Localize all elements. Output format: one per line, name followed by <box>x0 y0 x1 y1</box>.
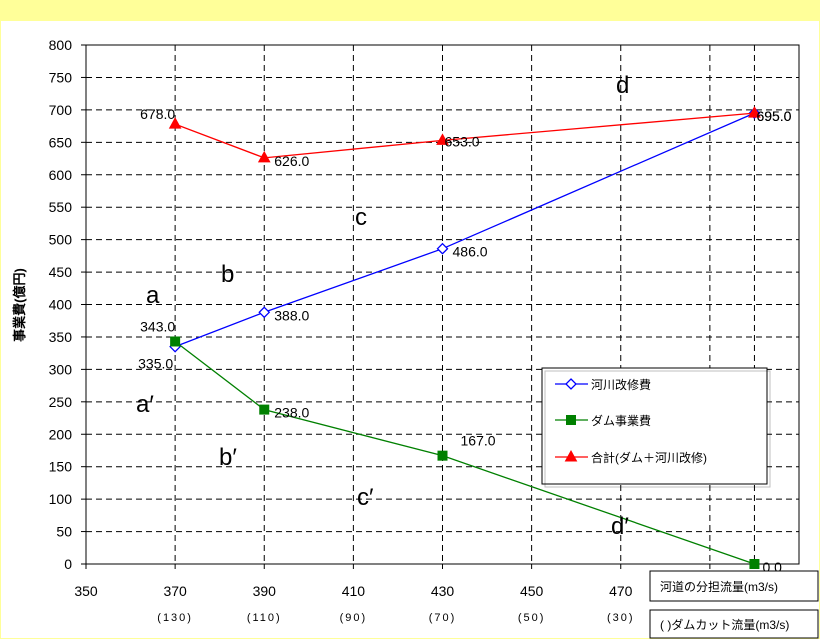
y-tick-label: 100 <box>49 491 73 507</box>
y-tick-label: 400 <box>49 297 73 313</box>
top-band <box>0 0 820 20</box>
y-tick-label: 500 <box>49 232 73 248</box>
point-letter: a <box>146 282 160 309</box>
data-label: 678.0 <box>140 106 175 122</box>
data-label: 238.0 <box>274 405 309 421</box>
data-label: 626.0 <box>274 153 309 169</box>
y-tick-label: 150 <box>49 459 73 475</box>
point-letter-prime: a′ <box>136 391 154 418</box>
series-line <box>174 112 755 159</box>
data-label: 388.0 <box>274 307 309 323</box>
series-marker-square <box>259 404 270 415</box>
point-letter: d <box>616 72 629 99</box>
dam-cut-tick-label: (130) <box>157 612 193 624</box>
series-line <box>174 112 755 348</box>
x-axis-label-box: 河道の分担流量(m3/s) <box>649 570 819 602</box>
data-label: 343.0 <box>140 318 175 334</box>
data-label: 335.0 <box>138 356 173 372</box>
dam-cut-label-box: ( )ダムカット流量(m3/s) <box>649 609 819 639</box>
x-tick-label: 430 <box>431 583 455 599</box>
data-label: 695.0 <box>756 108 791 124</box>
series-layer: 335.0388.0486.0695.0343.0238.0167.00.067… <box>138 106 792 575</box>
y-tick-label: 600 <box>49 167 73 183</box>
series-marker-triangle <box>168 117 182 129</box>
point-letter-prime: c′ <box>357 484 374 511</box>
series-marker-square <box>566 415 576 425</box>
y-tick-label: 700 <box>49 102 73 118</box>
series-marker-triangle <box>748 106 761 118</box>
x-axis-label: 河道の分担流量(m3/s) <box>660 580 778 594</box>
series-marker-triangle <box>257 150 271 163</box>
x-tick-label: 410 <box>342 583 366 599</box>
x-tick-label: 470 <box>609 583 633 599</box>
y-tick-label: 750 <box>49 69 73 85</box>
y-tick-label: 50 <box>56 524 72 540</box>
dam-cut-tick-label: (70) <box>429 612 457 624</box>
legend-box <box>541 367 768 485</box>
series-marker-diamond <box>258 306 271 319</box>
series-marker-diamond <box>565 378 577 390</box>
y-tick-label: 350 <box>49 329 73 345</box>
dam-cut-tick-label: (50) <box>518 612 546 624</box>
dam-cut-tick-label: (90) <box>340 612 368 624</box>
series-group: 335.0 388.0 486.0 695.0 <box>138 107 792 372</box>
point-letters-layer: a b c d a′ b′ c′ d′ <box>136 72 629 540</box>
dam-cut-tick-label: (30) <box>607 612 635 624</box>
x-tick-label: 450 <box>520 583 544 599</box>
chart-area-background <box>0 20 820 639</box>
dam-cut-label-frame <box>649 609 819 639</box>
y-tick-label: 550 <box>49 199 73 215</box>
y-tick-label: 300 <box>49 361 73 377</box>
point-letter: c <box>355 204 367 231</box>
series-line <box>174 340 755 565</box>
data-label: 695.0 <box>756 108 791 124</box>
series-marker-square <box>749 559 760 569</box>
x-tick-label: 370 <box>163 583 187 599</box>
series-marker-diamond <box>436 242 449 255</box>
y-tick-label: 250 <box>49 394 73 410</box>
x-axis-label-frame <box>649 570 819 602</box>
legend-label: ダム事業費 <box>591 413 651 428</box>
y-axis-label: 事業費(億円) <box>12 268 27 342</box>
series-marker-triangle <box>564 449 578 462</box>
series-group: 678.0 626.0 653.0 695.0 <box>140 106 792 169</box>
y-tick-label: 800 <box>49 37 73 53</box>
data-label: 653.0 <box>445 133 480 149</box>
dam-cut-tick-label: (110) <box>247 612 282 624</box>
y-axis-ticks: 0 50 100 150 200 250 300 350 400 450 500 550 600 650 7… <box>49 37 86 572</box>
point-letter: b <box>221 261 234 288</box>
point-letter-prime: d′ <box>611 513 629 540</box>
y-tick-label: 200 <box>49 426 73 442</box>
x-tick-label: 350 <box>74 583 98 599</box>
x-tick-label: 390 <box>253 583 277 599</box>
data-label: 167.0 <box>461 433 496 449</box>
series-marker-square <box>170 336 181 347</box>
y-tick-label: 650 <box>49 134 73 150</box>
legend-label: 河川改修費 <box>591 377 651 392</box>
y-tick-label: 0 <box>64 556 72 572</box>
series-marker-square <box>437 450 448 461</box>
dam-cut-label: ( )ダムカット流量(m3/s) <box>660 617 789 632</box>
point-letter-prime: b′ <box>219 444 237 471</box>
series-marker-triangle <box>436 133 449 145</box>
y-tick-label: 450 <box>49 264 73 280</box>
legend-shadow <box>544 370 771 488</box>
legend-label: 合計(ダム＋河川改修) <box>591 450 707 465</box>
data-label: 486.0 <box>453 244 488 260</box>
